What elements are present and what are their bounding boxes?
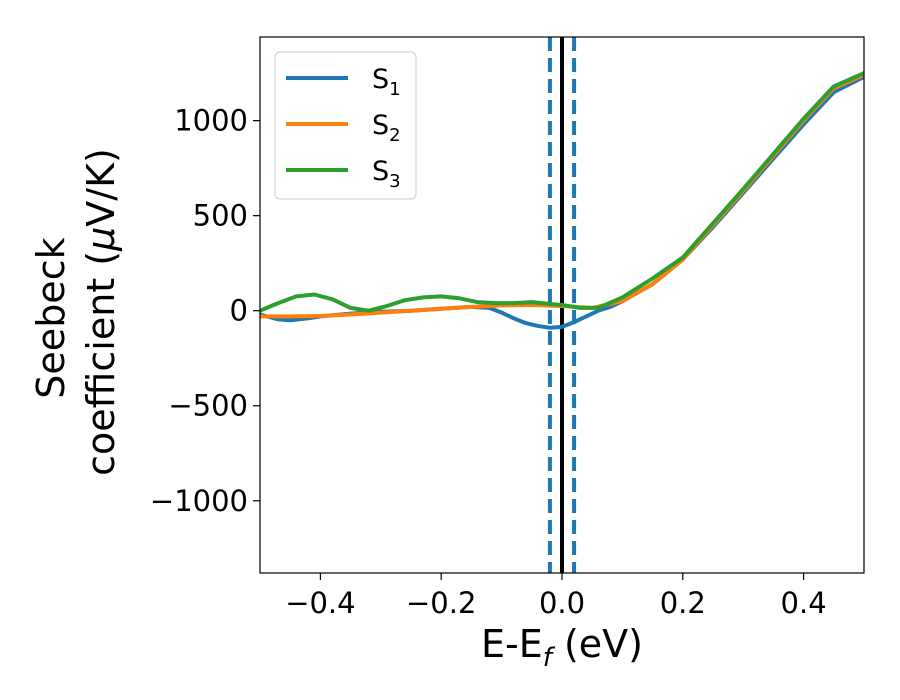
y-axis: −1000 −500 0 500 1000 [150, 104, 260, 518]
legend-label-3: S3 [372, 156, 401, 192]
series-group [260, 71, 864, 330]
y-tick-label: 1000 [174, 104, 248, 138]
legend-label-2: S2 [372, 110, 401, 146]
plot-area [259, 36, 865, 574]
x-tick-label: −0.4 [285, 586, 355, 620]
x-tick-label: 0.4 [781, 586, 827, 620]
y-axis-title-line2: coefficient (μV/K) [79, 148, 123, 476]
x-tick-label: 0.0 [539, 586, 585, 620]
legend: S1 S2 S3 [274, 51, 417, 200]
x-axis: −0.4 −0.2 0.0 0.2 0.4 [285, 573, 827, 620]
y-tick-label: 500 [193, 199, 248, 233]
x-tick-label: −0.2 [406, 586, 476, 620]
x-axis-title: E-Ef (eV) [481, 622, 643, 673]
y-axis-title-line1: Seebeck [29, 237, 73, 398]
legend-label-1: S1 [372, 64, 401, 100]
y-tick-label: −1000 [150, 484, 248, 518]
series-line-3 [260, 71, 864, 313]
y-tick-label: −500 [168, 389, 248, 423]
y-tick-label: 0 [230, 294, 248, 328]
x-tick-label: 0.2 [660, 586, 706, 620]
y-axis-title: Seebeck coefficient (μV/K) [29, 148, 123, 476]
